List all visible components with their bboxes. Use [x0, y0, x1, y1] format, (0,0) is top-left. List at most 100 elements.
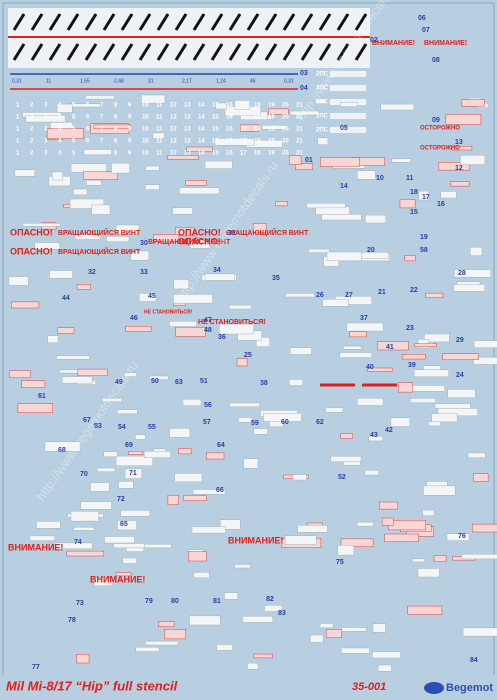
stencil [330, 456, 362, 462]
position-number: 46 [130, 315, 138, 322]
stencil [243, 458, 259, 469]
digit: 12 [170, 151, 177, 157]
digit: 15 [212, 151, 219, 157]
stripe [354, 13, 368, 31]
position-number: 59 [251, 420, 259, 427]
digit: 11 [156, 127, 163, 133]
stencil [143, 451, 171, 458]
digit: 4 [58, 151, 62, 157]
position-number: 33 [140, 269, 148, 276]
stencil [410, 385, 445, 392]
position-number: 20 [367, 247, 375, 254]
stencil [472, 523, 497, 533]
digit: 9 [128, 151, 132, 157]
position-number: 68 [58, 447, 66, 454]
digit: 18 [254, 115, 261, 121]
stencil [54, 542, 93, 549]
digit: 6 [86, 127, 90, 133]
stencil [401, 354, 426, 360]
serial: 2ПС [316, 128, 329, 134]
position-number: 61 [38, 393, 46, 400]
position-number: 67 [83, 417, 91, 424]
position-number: 48 [204, 327, 212, 334]
stencil [440, 191, 457, 199]
position-number: 37 [360, 315, 368, 322]
stencil [398, 382, 413, 393]
sheet-code: 35-001 [352, 681, 386, 693]
position-number: 06 [418, 15, 426, 22]
stencil [141, 544, 172, 548]
stripe [174, 43, 188, 61]
stencil [11, 301, 40, 309]
serial-plate [330, 99, 366, 105]
digit: 21 [296, 103, 303, 109]
stencil [90, 482, 110, 492]
stencil [461, 554, 497, 560]
stencil [206, 452, 225, 460]
digit: 2 [30, 103, 34, 109]
stencil [417, 568, 440, 578]
brand: Begemot [446, 682, 493, 694]
stencil [340, 538, 374, 547]
digit: 8 [114, 151, 118, 157]
digit: 1 [16, 127, 20, 133]
digit: 11 [156, 151, 163, 157]
warning-rotor: ВРАЩАЮЩИЙСЯ ВИНТ [226, 228, 309, 237]
stencil [340, 102, 358, 107]
stencil [341, 627, 367, 632]
stencil [34, 242, 60, 250]
digit: 13 [184, 115, 191, 121]
digit: 14 [198, 127, 205, 133]
stencil [253, 428, 268, 435]
stencil [289, 379, 303, 386]
position-number: 31 [228, 230, 236, 237]
digit: 4 [58, 139, 62, 145]
stripe [246, 43, 260, 61]
stencil [410, 398, 436, 403]
position-number: 84 [470, 657, 478, 664]
stencil [62, 376, 93, 384]
stencil [390, 417, 411, 427]
stencil [380, 103, 415, 111]
stencil [399, 199, 416, 209]
digit: 7 [100, 139, 104, 145]
stencil [317, 137, 329, 146]
stencil [29, 535, 55, 541]
stencil [70, 511, 99, 522]
stripe [12, 13, 26, 31]
position-number: 57 [203, 419, 211, 426]
position-number: 55 [148, 424, 156, 431]
stencil [247, 662, 259, 670]
stencil [424, 333, 450, 343]
position-number: 72 [117, 496, 125, 503]
stencil [130, 250, 149, 261]
stencil [83, 149, 112, 156]
digit: 6 [86, 115, 90, 121]
stencil [158, 621, 175, 627]
serial: 2ПС [316, 86, 329, 92]
stripe-divider [8, 36, 370, 38]
stencil [473, 357, 497, 365]
stencil [101, 398, 122, 402]
stencil [190, 238, 210, 249]
position-number: 73 [76, 600, 84, 607]
digit: 21 [296, 139, 303, 145]
stencil [228, 304, 252, 310]
stencil [473, 340, 497, 348]
stencil [349, 331, 367, 338]
digit: 14 [198, 103, 205, 109]
warning-danger: ОПАСНО! [178, 236, 221, 246]
stripe [102, 13, 116, 31]
stencil [204, 160, 233, 169]
digit: 10 [142, 115, 149, 121]
serial-plate [330, 85, 366, 91]
warning-caution: ОСТОРОЖНО [420, 126, 460, 132]
digit: 7 [100, 115, 104, 121]
stencil [8, 276, 29, 286]
stencil [113, 543, 145, 549]
digit: 19 [268, 115, 275, 121]
digit: 7 [100, 103, 104, 109]
position-number: 58 [420, 247, 428, 254]
stencil [377, 341, 409, 351]
stencil [297, 525, 328, 533]
